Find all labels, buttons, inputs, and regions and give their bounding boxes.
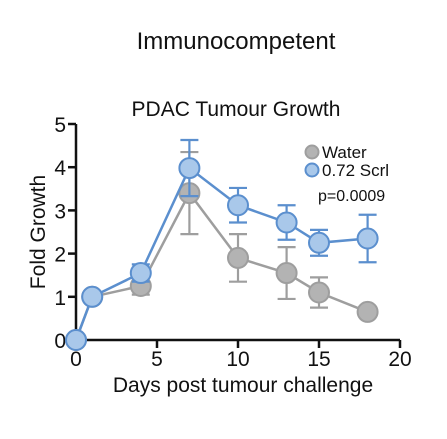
data-point	[356, 300, 379, 323]
x-tick-label: 20	[388, 348, 411, 371]
legend-label: Water	[322, 143, 367, 162]
y-tick-label: 0	[54, 330, 66, 353]
data-point	[227, 194, 249, 217]
data-point	[65, 329, 87, 351]
data-point	[275, 211, 298, 234]
plot-area: 0 1 2 3 4 5 0 5 10 15 20	[54, 114, 411, 371]
y-tick-label: 5	[54, 114, 66, 137]
chart-title: PDAC Tumour Growth	[132, 98, 341, 121]
y-axis-label: Fold Growth	[27, 175, 50, 289]
legend-marker	[304, 162, 320, 178]
p-value-annotation: p=0.0009	[318, 188, 385, 205]
x-axis-label: Days post tumour challenge	[113, 374, 373, 397]
data-point	[308, 281, 330, 304]
figure-header: Immunocompetent	[137, 28, 336, 55]
x-tick-label: 10	[226, 348, 249, 371]
x-tick-label: 15	[307, 348, 330, 371]
x-tick-label: 0	[70, 348, 82, 371]
x-tick-label: 5	[151, 348, 163, 371]
legend-marker	[304, 144, 320, 160]
series-line	[74, 190, 369, 341]
y-tick-label: 3	[54, 200, 66, 223]
y-tick-label: 4	[54, 157, 66, 180]
data-point	[81, 285, 104, 308]
data-point	[308, 231, 330, 254]
data-point	[178, 157, 201, 180]
data-point	[129, 262, 152, 285]
data-point	[275, 262, 298, 285]
y-tick-label: 2	[54, 244, 66, 267]
y-tick-label: 1	[54, 287, 66, 310]
data-point	[356, 227, 379, 250]
data-point	[227, 246, 249, 269]
legend-label: 0.72 Scrl	[322, 161, 389, 180]
